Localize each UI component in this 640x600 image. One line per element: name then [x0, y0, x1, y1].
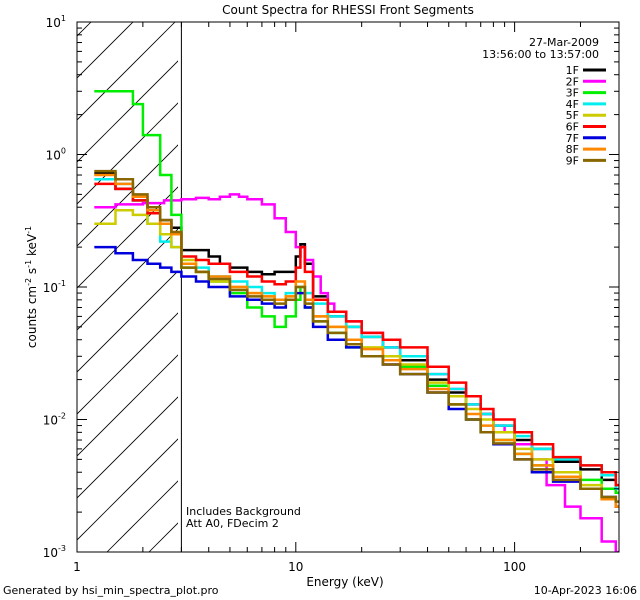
legend-label-1F: 1F — [566, 64, 579, 77]
annotation-background: Includes Background — [186, 505, 301, 518]
date-label: 27-Mar-2009 — [529, 36, 599, 49]
series-9F — [94, 169, 619, 503]
hatch-line — [77, 312, 178, 415]
x-tick-label: 10 — [288, 560, 303, 574]
series-7F — [94, 245, 619, 508]
series-5F — [94, 208, 619, 508]
hatch-line — [77, 22, 176, 121]
y-axis-label: counts cm-2 s-1 keV-1 — [24, 226, 39, 348]
x-tick-label: 100 — [503, 560, 526, 574]
hatch-line — [77, 396, 178, 499]
legend-label-9F: 9F — [566, 154, 579, 167]
y-tick-label: 10-2 — [43, 412, 66, 428]
hatch-line — [77, 60, 178, 163]
series-4F — [94, 178, 619, 491]
generated-by-footer: Generated by hsi_min_spectra_plot.pro — [3, 584, 219, 597]
hatch-line — [77, 102, 178, 205]
chart-title: Count Spectra for RHESSI Front Segments — [222, 3, 474, 17]
series-3F — [94, 90, 619, 495]
hatch-line — [77, 438, 178, 541]
annotation-attenuator: Att A0, FDecim 2 — [186, 517, 279, 530]
axis-ticks: 1 10 100 10-3 10-2 10-1 100 101 — [43, 14, 620, 574]
y-tick-label: 10-3 — [43, 544, 66, 560]
hatch-line — [77, 186, 178, 289]
hatch-line — [77, 22, 134, 79]
hatch-line — [77, 354, 178, 457]
hatch-line — [77, 228, 178, 331]
series-8F — [94, 173, 619, 508]
x-axis-label: Energy (keV) — [306, 575, 383, 589]
x-tick-label: 1 — [73, 560, 81, 574]
generated-date-footer: 10-Apr-2023 16:06 — [533, 584, 637, 597]
hatched-region — [0, 0, 178, 552]
y-tick-label: 100 — [46, 147, 66, 163]
series-layer — [94, 90, 619, 552]
legend-label-7F: 7F — [566, 132, 579, 145]
hatch-line — [0, 0, 119, 552]
time-range-label: 13:56:00 to 13:57:00 — [482, 48, 599, 61]
legend-label-4F: 4F — [566, 98, 579, 111]
y-tick-label: 10-1 — [43, 279, 66, 295]
legend-label-2F: 2F — [566, 75, 579, 88]
y-tick-label: 101 — [46, 14, 66, 30]
series-2F — [94, 193, 619, 552]
legend-label-6F: 6F — [566, 121, 579, 134]
legend-label-5F: 5F — [566, 109, 579, 122]
series-6F — [94, 182, 619, 487]
legend-label-8F: 8F — [566, 143, 579, 156]
legend-label-3F: 3F — [566, 87, 579, 100]
